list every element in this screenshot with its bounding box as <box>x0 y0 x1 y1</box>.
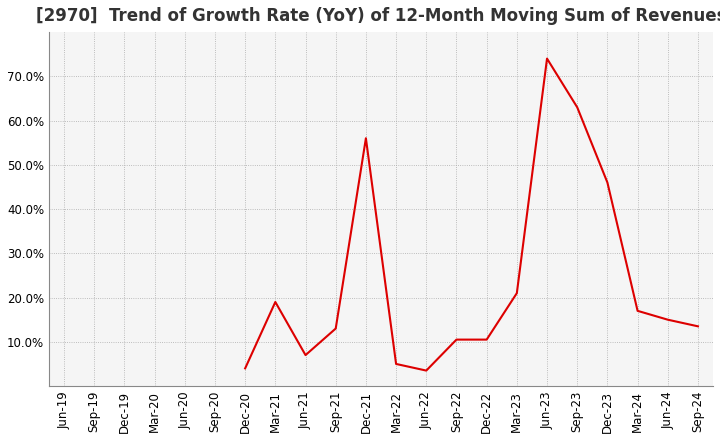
Title: [2970]  Trend of Growth Rate (YoY) of 12-Month Moving Sum of Revenues: [2970] Trend of Growth Rate (YoY) of 12-… <box>36 7 720 25</box>
